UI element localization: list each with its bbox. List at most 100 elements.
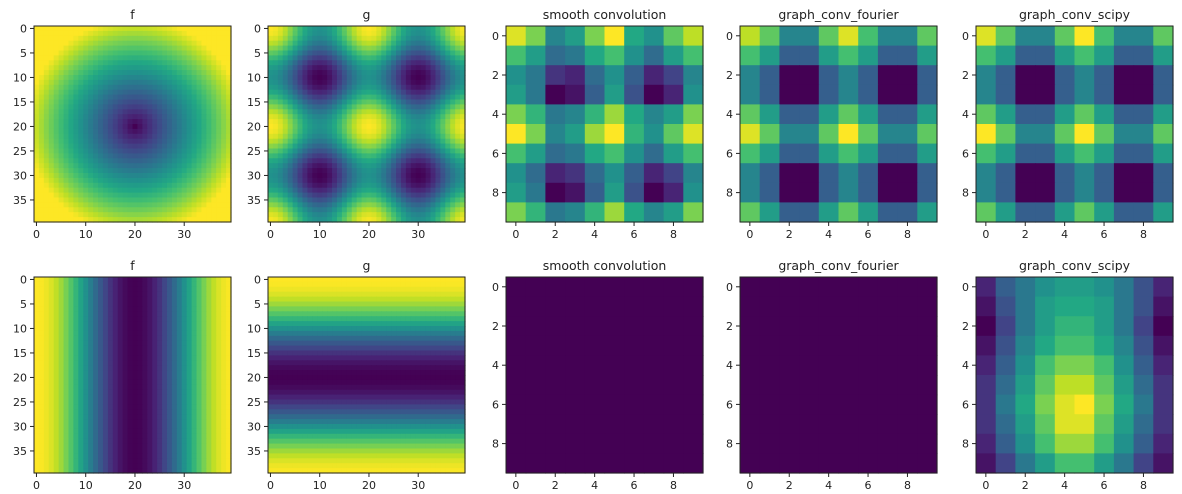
heatmap-cell	[58, 94, 65, 101]
heatmap-cell	[282, 182, 289, 189]
heatmap-cell	[336, 50, 343, 56]
heatmap-cell	[1133, 202, 1154, 223]
heatmap-cell	[162, 197, 168, 203]
heatmap-cell	[68, 404, 74, 410]
heatmap-cell	[68, 438, 74, 445]
heatmap-cell	[272, 197, 279, 203]
heatmap-cell	[107, 187, 114, 194]
heatmap-cell	[137, 365, 143, 371]
heatmap-cell	[34, 428, 40, 435]
heatmap-cell	[221, 311, 227, 317]
heatmap-cell	[48, 119, 55, 125]
heatmap-cell	[196, 419, 203, 425]
heatmap-cell	[137, 35, 143, 42]
heatmap-cell	[98, 173, 104, 179]
heatmap-cell	[117, 119, 124, 125]
heatmap-cell	[221, 124, 227, 130]
heatmap-cell	[376, 26, 382, 32]
heatmap-cell	[201, 350, 207, 356]
heatmap-cell	[147, 424, 153, 430]
heatmap-cell	[127, 148, 134, 154]
heatmap-cell	[107, 286, 114, 293]
heatmap-cell	[211, 428, 217, 435]
heatmap-cell	[112, 168, 119, 174]
heatmap-cell	[277, 94, 284, 101]
heatmap-cell	[162, 50, 168, 56]
heatmap-cell	[221, 365, 227, 371]
heatmap-cell	[186, 207, 193, 213]
heatmap-cell	[302, 138, 308, 145]
heatmap-cell	[351, 45, 358, 52]
heatmap-cell	[356, 75, 363, 81]
heatmap-cell	[122, 340, 129, 347]
heatmap-cell	[102, 291, 109, 298]
heatmap-cell	[162, 133, 168, 140]
heatmap-cell	[268, 173, 274, 179]
heatmap-cell	[78, 301, 84, 307]
heatmap-cell	[147, 138, 153, 145]
heatmap-cell	[63, 153, 70, 159]
heatmap-cell	[226, 375, 232, 381]
heatmap-cell	[137, 40, 143, 47]
heatmap-cell	[361, 79, 368, 86]
heatmap-cell	[176, 104, 183, 110]
heatmap-cell	[346, 89, 353, 96]
heatmap-cell	[356, 114, 363, 120]
heatmap-cell	[48, 379, 55, 386]
heatmap-cell	[181, 119, 188, 125]
heatmap-cell	[361, 45, 368, 52]
heatmap-cell	[83, 212, 89, 218]
heatmap-cell	[366, 35, 373, 42]
heatmap-cell	[152, 65, 158, 71]
heatmap-cell	[460, 197, 466, 203]
heatmap-cell	[147, 119, 153, 125]
heatmap-cell	[1153, 124, 1174, 145]
heatmap-cell	[435, 40, 441, 47]
heatmap-cell	[176, 316, 183, 322]
heatmap-cell	[341, 109, 348, 115]
heatmap-cell	[112, 173, 119, 179]
heatmap-cell	[415, 177, 422, 184]
heatmap-cell	[196, 192, 203, 199]
heatmap-cell	[48, 26, 55, 32]
heatmap-cell	[142, 168, 148, 174]
heatmap-cell	[307, 158, 313, 164]
heatmap-cell	[287, 148, 294, 154]
heatmap-cell	[88, 30, 94, 37]
heatmap-cell	[63, 419, 70, 425]
heatmap-cell	[43, 177, 50, 184]
heatmap-cell	[132, 365, 139, 371]
heatmap-cell	[117, 192, 124, 199]
heatmap-cell	[34, 424, 40, 430]
heatmap-cell	[171, 133, 178, 140]
heatmap-cell	[142, 311, 148, 317]
heatmap-cell	[112, 350, 119, 356]
heatmap-cell	[176, 128, 183, 135]
heatmap-cell	[400, 173, 407, 179]
heatmap-cell	[68, 192, 74, 199]
heatmap-cell	[93, 79, 99, 86]
heatmap-cell	[897, 65, 918, 86]
heatmap-cell	[58, 316, 65, 322]
heatmap-cell	[226, 404, 232, 410]
heatmap-cell	[405, 202, 412, 208]
heatmap-cell	[221, 89, 227, 96]
heatmap-cell	[312, 212, 318, 218]
heatmap-cell	[683, 163, 704, 184]
heatmap-cell	[221, 217, 227, 223]
heatmap-cell	[147, 370, 153, 376]
heatmap-cell	[63, 311, 70, 317]
heatmap-cell	[400, 65, 407, 71]
heatmap-cell	[83, 404, 89, 410]
heatmap-cell	[391, 114, 397, 120]
heatmap-cell	[142, 217, 148, 223]
heatmap-cell	[34, 55, 40, 61]
heatmap-cell	[317, 40, 323, 47]
heatmap-cell	[132, 360, 139, 366]
heatmap-cell	[117, 286, 124, 293]
heatmap-cell	[445, 212, 451, 218]
heatmap-cell	[356, 197, 363, 203]
heatmap-cell	[460, 138, 466, 145]
heatmap-cell	[171, 370, 178, 376]
heatmap-cell	[68, 419, 74, 425]
